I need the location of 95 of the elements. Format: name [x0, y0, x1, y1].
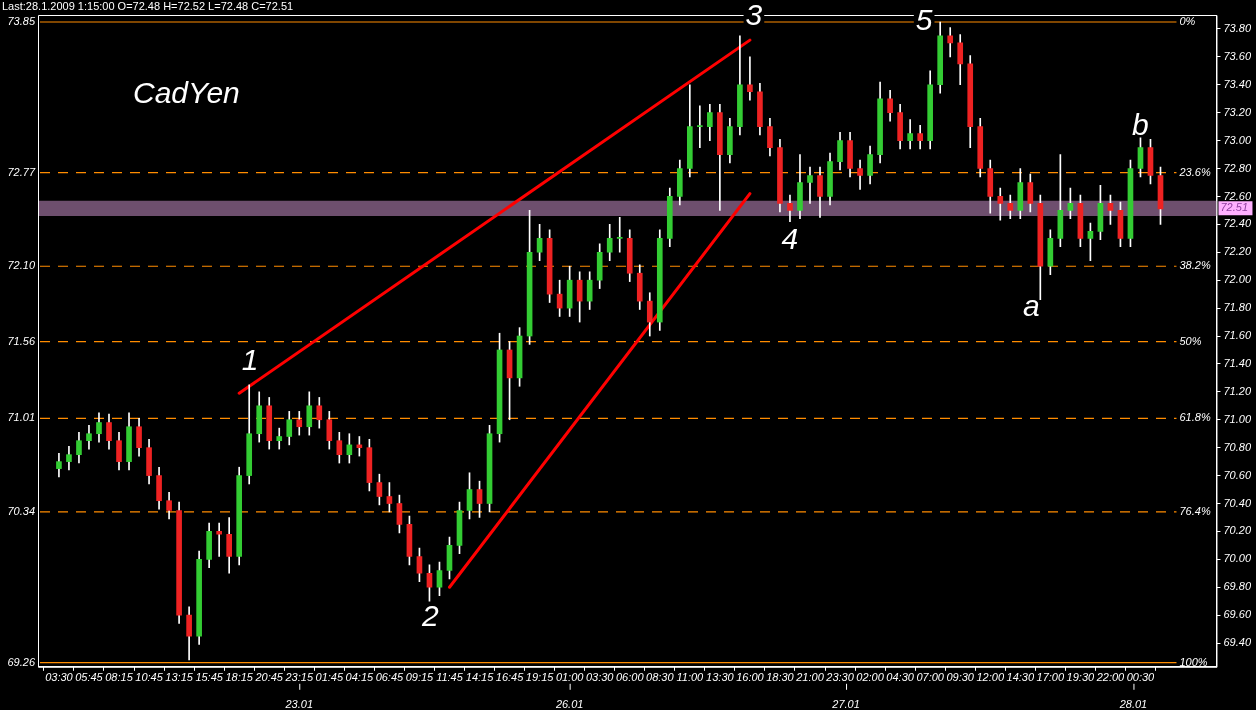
x-tick-label: 00:30 — [1126, 671, 1156, 684]
text: 23.01 — [284, 697, 314, 710]
x-tick-label: 09:30 — [946, 671, 975, 684]
x-tick-label: 09:15 — [405, 671, 435, 684]
x-tick-label: 23:30 — [825, 671, 855, 684]
text: 61.8% — [1179, 411, 1211, 424]
x-tick-label: 14:15 — [465, 671, 495, 684]
text: 0% — [1179, 15, 1196, 28]
annotation: 2 — [421, 599, 440, 633]
x-tick-label: 07:00 — [916, 671, 945, 684]
x-tick-label: 23:15 — [284, 671, 314, 684]
x-tick-label: 06:00 — [615, 671, 645, 684]
x-tick-label: 19:15 — [525, 671, 555, 684]
ref-line-label: 70.34 — [7, 504, 35, 517]
candlestick — [997, 187, 1004, 221]
candlestick — [747, 56, 753, 101]
x-tick-label: 02:00 — [856, 671, 885, 684]
y-tick-label: 71.60 — [1223, 329, 1252, 342]
annotation: b — [1132, 108, 1149, 142]
y-tick-label: 73.40 — [1223, 77, 1252, 90]
x-tick-label: 12:00 — [976, 671, 1005, 684]
x-tick-label: 14:30 — [1006, 671, 1035, 684]
candlestick — [616, 217, 623, 253]
text: 26.01 — [554, 697, 584, 710]
y-tick-label: 73.20 — [1223, 105, 1252, 118]
candlestick — [216, 522, 222, 557]
annotation: 4 — [781, 222, 799, 256]
x-tick-label: 05:45 — [75, 671, 104, 684]
text: 23.6% — [1178, 165, 1211, 178]
annotation: 5 — [915, 3, 933, 37]
y-tick-label: 73.60 — [1223, 49, 1252, 62]
y-tick-label: 72.00 — [1223, 273, 1252, 286]
text: Last:28.1.2009 1:15:00 O=72.48 H=72.52 L=72.48 C=72.51 — [2, 0, 294, 12]
y-tick-label: 73.80 — [1223, 22, 1252, 35]
x-tick-label: 11:00 — [676, 671, 705, 684]
x-tick-label: 01:00 — [555, 671, 585, 684]
x-tick-label: 06:45 — [375, 671, 405, 684]
y-tick-label: 69.80 — [1223, 580, 1252, 593]
y-tick-label: 72.80 — [1223, 161, 1252, 174]
x-tick-label: 15:45 — [195, 671, 224, 684]
text: 72.51 — [1220, 201, 1248, 214]
x-tick-label: 13:15 — [165, 671, 194, 684]
text: 28.01 — [1118, 697, 1148, 710]
y-tick-label: 69.40 — [1223, 636, 1252, 649]
x-tick-label: 18:30 — [766, 671, 795, 684]
candlestick — [947, 27, 954, 58]
y-tick-label: 69.60 — [1223, 608, 1252, 621]
x-tick-label: 10:45 — [135, 671, 164, 684]
x-tick-label: 13:30 — [706, 671, 735, 684]
y-tick-label: 71.20 — [1223, 384, 1252, 397]
text: 50% — [1179, 334, 1202, 347]
ref-line-label: 73.85 — [7, 15, 36, 28]
x-tick-label: 01:45 — [315, 671, 344, 684]
text: 100% — [1179, 655, 1208, 668]
ref-line-label: 71.56 — [7, 334, 36, 347]
annotation: 3 — [745, 0, 763, 32]
y-tick-label: 70.00 — [1223, 552, 1252, 565]
x-tick-label: 18:15 — [225, 671, 254, 684]
x-tick-label: 21:00 — [795, 671, 825, 684]
x-tick-label: 11:45 — [436, 671, 464, 684]
x-tick-label: 08:30 — [646, 671, 675, 684]
ref-line-label: 72.77 — [7, 165, 36, 178]
ref-line-label: 71.01 — [7, 411, 35, 424]
candlestick — [697, 105, 703, 148]
y-tick-label: 72.40 — [1223, 217, 1252, 230]
y-tick-label: 72.60 — [1223, 189, 1252, 202]
y-tick-label: 70.80 — [1223, 440, 1252, 453]
x-tick-label: 03:30 — [45, 671, 74, 684]
ref-line-label: 72.10 — [7, 259, 36, 272]
x-tick-label: 04:30 — [886, 671, 915, 684]
text: 38.2% — [1179, 259, 1211, 272]
text: CadYen — [133, 76, 240, 110]
y-tick-label: 73.00 — [1223, 133, 1252, 146]
annotation: 1 — [241, 343, 259, 377]
x-tick-label: 17:00 — [1036, 671, 1065, 684]
annotation: a — [1022, 289, 1040, 323]
y-tick-label: 71.80 — [1223, 301, 1252, 314]
ref-line-label: 69.26 — [7, 655, 36, 668]
x-tick-label: 16:45 — [495, 671, 525, 684]
x-tick-label: 20:45 — [254, 671, 284, 684]
x-tick-label: 04:15 — [345, 671, 374, 684]
y-tick-label: 70.60 — [1223, 468, 1252, 481]
y-tick-label: 71.00 — [1223, 412, 1252, 425]
candlestick — [807, 166, 813, 204]
x-tick-label: 08:15 — [105, 671, 134, 684]
x-tick-label: 16:00 — [736, 671, 765, 684]
y-tick-label: 70.20 — [1223, 524, 1252, 537]
x-tick-label: 03:30 — [585, 671, 615, 684]
y-tick-label: 70.40 — [1223, 496, 1252, 509]
x-tick-label: 19:30 — [1066, 671, 1096, 684]
text: 76.4% — [1179, 504, 1211, 517]
y-tick-label: 72.20 — [1223, 245, 1252, 258]
y-tick-label: 71.40 — [1223, 356, 1252, 369]
x-tick-label: 22:00 — [1095, 671, 1126, 684]
text: 27.01 — [831, 697, 860, 710]
